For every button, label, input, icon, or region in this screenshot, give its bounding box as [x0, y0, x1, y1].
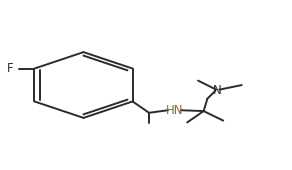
Text: F: F: [7, 62, 13, 75]
Text: HN: HN: [166, 104, 183, 117]
Text: N: N: [213, 84, 222, 97]
